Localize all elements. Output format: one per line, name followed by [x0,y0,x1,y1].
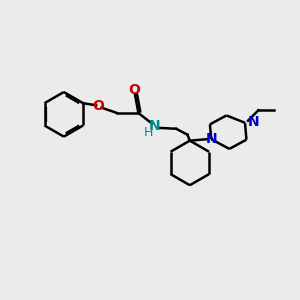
Text: N: N [206,132,217,146]
Text: O: O [93,99,104,112]
Text: N: N [248,115,259,129]
Text: N: N [149,119,161,134]
Text: H: H [143,126,153,140]
Text: O: O [128,83,140,97]
